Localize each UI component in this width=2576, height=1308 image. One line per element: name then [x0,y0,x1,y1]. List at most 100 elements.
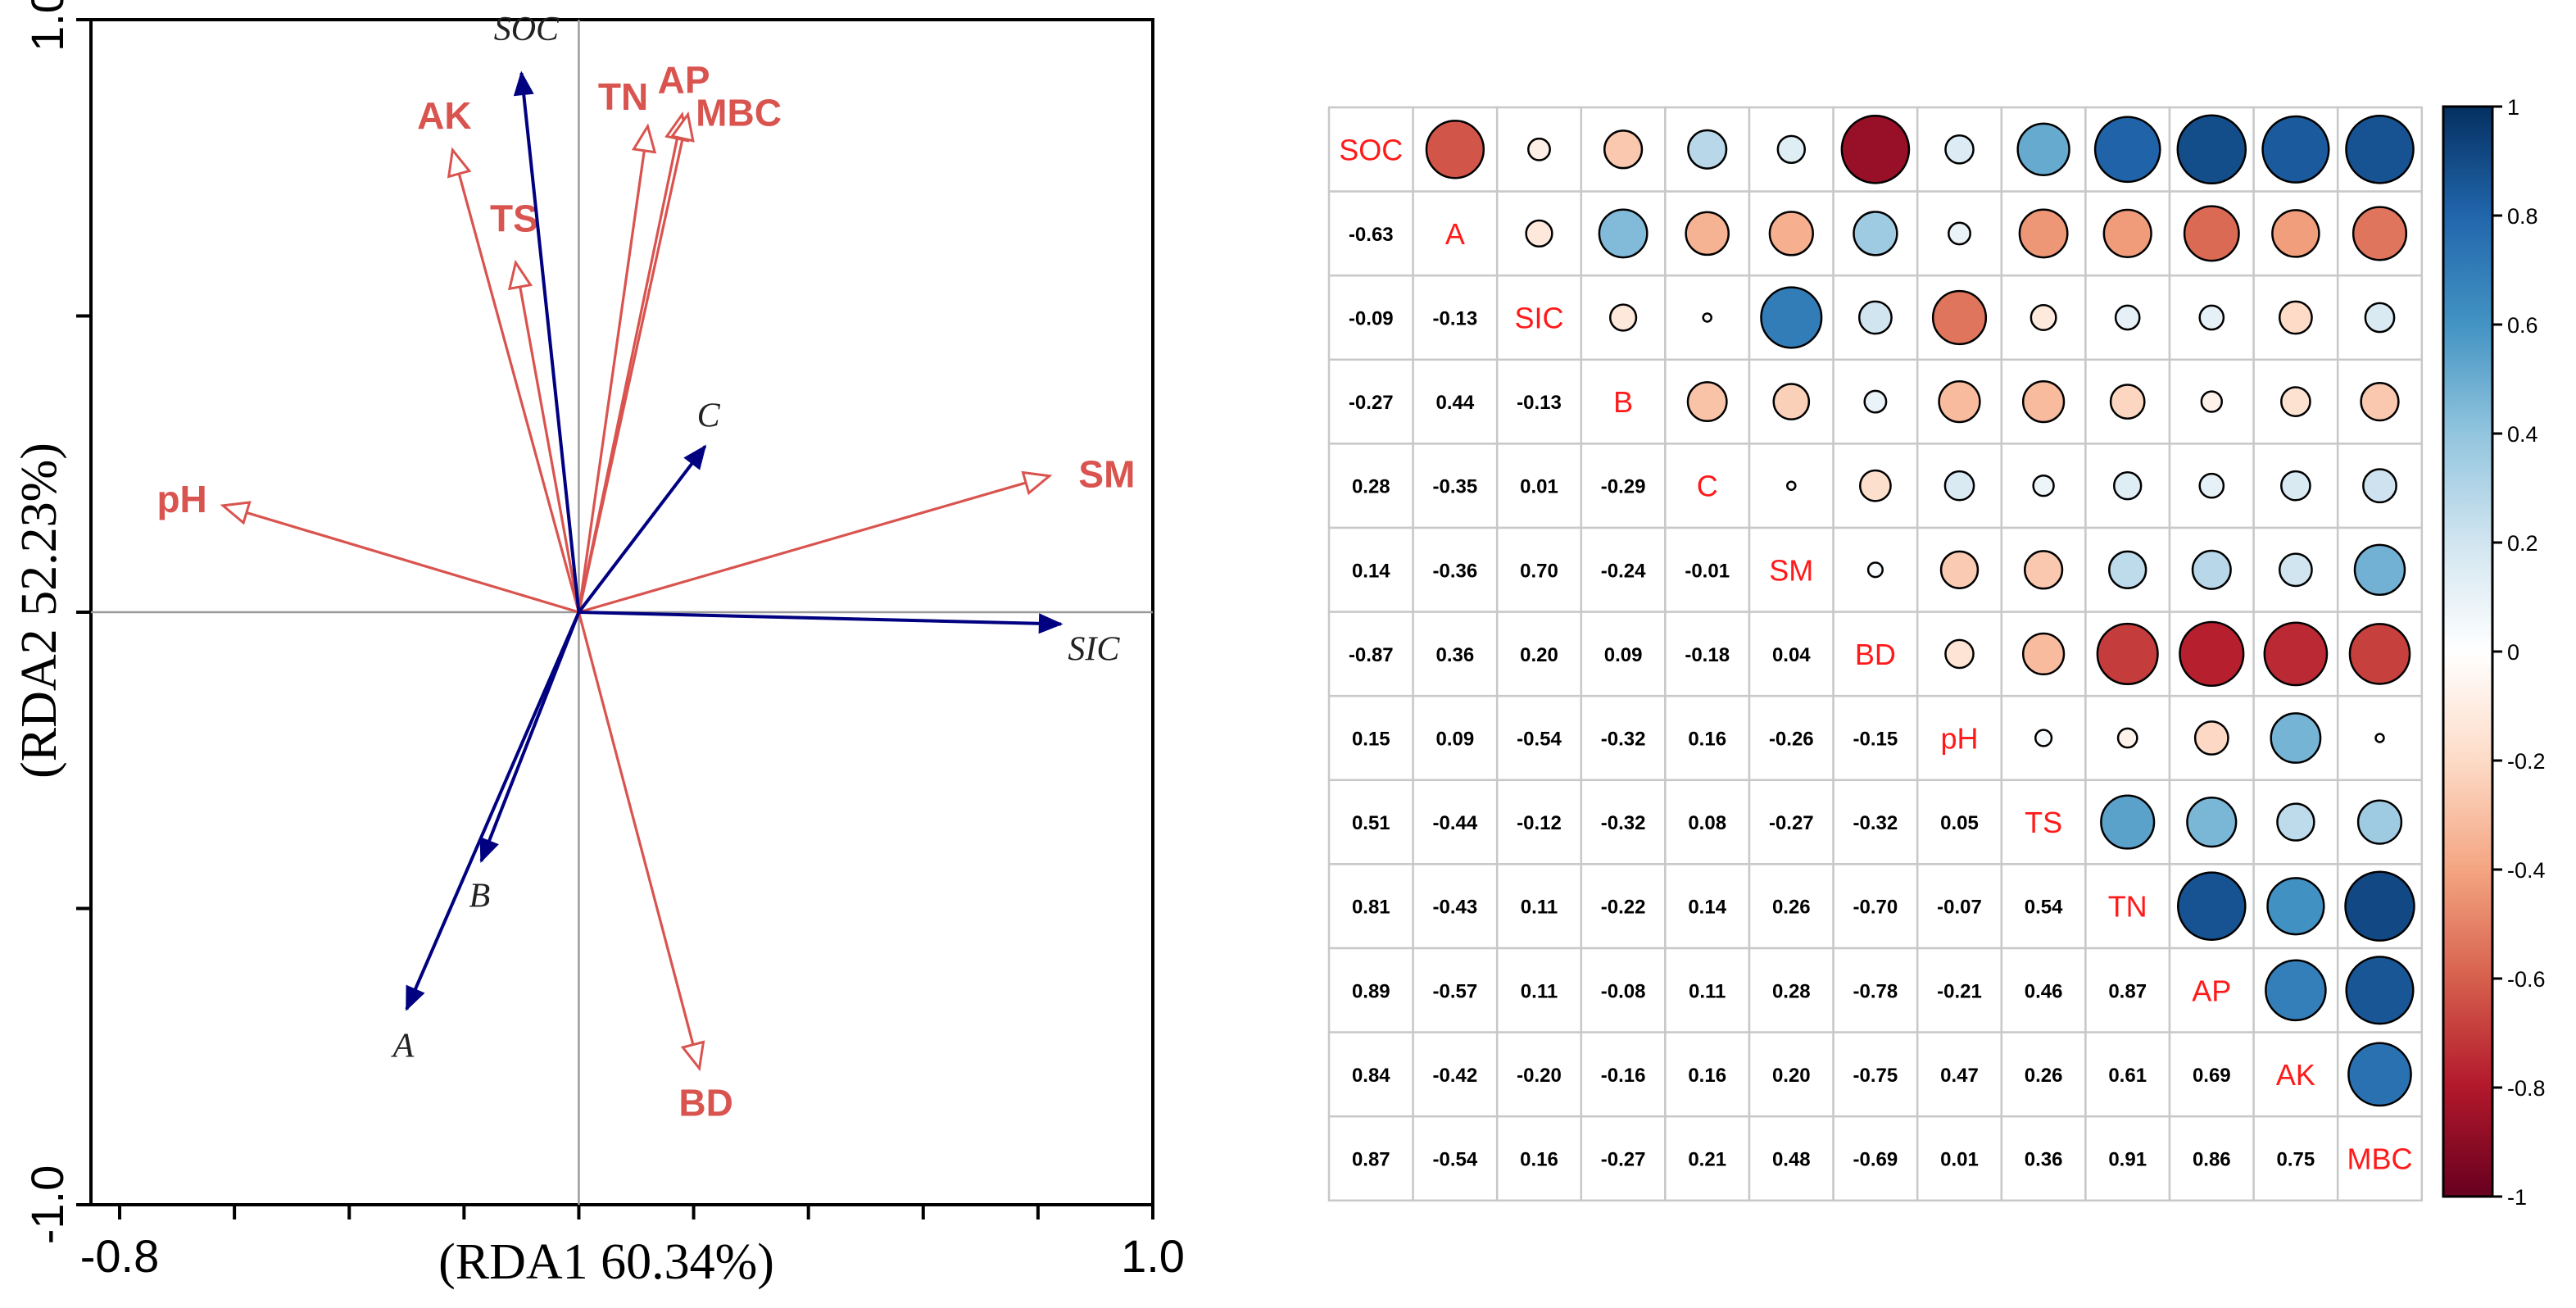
corr-coef-label: -0.57 [1433,980,1478,1002]
corr-cell [1916,443,2003,529]
corr-cell [2000,947,2087,1033]
corr-coef-label: 0.20 [1772,1065,1811,1087]
corr-coef-label: -0.43 [1433,897,1478,919]
corr-circle [1603,129,1644,170]
corr-cell [2000,863,2087,950]
corr-circle [2023,550,2064,590]
corr-circle [1857,300,1893,335]
corr-cell [1664,526,1751,613]
corr-cell [2168,106,2255,193]
corr-cell [1580,947,1667,1033]
corr-cell [2168,190,2255,277]
corr-circle [2018,208,2069,259]
corr-cell [1832,947,1919,1033]
corr-cell [2084,190,2171,277]
corr-diag-label-bd: BD [1855,638,1896,671]
colorbar-tick-label: 0 [2507,640,2519,665]
corr-circle [2093,116,2161,184]
corr-circle [2200,390,2223,413]
colorbar-gradient [2442,105,2494,1198]
env-label-ap: AP [658,59,710,102]
corr-coef-label: 0.87 [1352,1149,1390,1171]
corr-cell [1664,1115,1751,1202]
corr-circle [2186,797,2238,848]
corr-cell [1327,358,1414,445]
corr-cell [2168,947,2255,1033]
corr-coef-label: -0.29 [1601,476,1646,498]
corr-cell [1327,526,1414,613]
corr-coef-label: -0.22 [1601,897,1646,919]
resp-vector-soc [519,72,581,613]
env-vector-ts [514,262,581,613]
resp-arrowhead-a [406,984,425,1011]
corr-circle [2356,799,2403,845]
corr-cell [1748,274,1834,361]
corr-circle [2263,621,2329,687]
corr-cell [1832,779,1919,865]
corr-cell [1495,526,1583,613]
corr-coef-label: -0.44 [1433,812,1478,834]
corr-circle [1948,221,1971,246]
corr-cell [1580,358,1667,445]
corr-cell [2084,106,2171,193]
corr-coef-label: -0.27 [1349,392,1394,414]
corr-cell [1916,526,2003,613]
corr-coef-label: 0.16 [1688,1065,1726,1087]
corr-coef-label: 0.21 [1688,1149,1726,1171]
corr-circle [2278,300,2313,335]
corr-coef-label: -0.87 [1349,644,1394,666]
corr-coef-label: -0.21 [1937,980,1982,1002]
corr-cell [1916,190,2003,277]
corr-cell [1327,611,1414,697]
corr-cell [2336,190,2424,277]
resp-label-soc: SOC [494,11,560,48]
corr-cell [1916,358,2003,445]
corr-coef-label: 0.09 [1436,729,1475,751]
corr-cell [1495,1031,1583,1118]
corr-cell [2000,274,2087,361]
corr-cell [2252,694,2339,782]
corr-circle [1425,120,1485,179]
corr-cell [2336,694,2424,782]
corr-circle [2021,632,2066,676]
colorbar-tick-label: -1 [2507,1185,2527,1210]
resp-vector-a [405,611,581,1011]
corr-cell [1832,190,1919,277]
corr-coef-label: 0.28 [1352,476,1390,498]
env-label-sm: SM [1078,453,1135,496]
corr-coef-label: -0.09 [1349,308,1394,330]
corr-cell [1327,274,1414,361]
corr-circle [2112,470,2143,501]
env-vector-ak [451,149,581,613]
env-vector-ph [222,504,579,614]
corr-coef-label: -0.15 [1853,729,1898,751]
corr-cell [2084,1031,2171,1118]
corr-coef-label: -0.01 [1685,560,1730,582]
env-label-bd: BD [678,1082,732,1124]
corr-circle [2261,115,2330,184]
corr-coef-label: 0.51 [1352,812,1390,834]
corr-circle [2193,720,2229,756]
corr-cell [1412,274,1499,361]
corr-circle [2276,802,2315,842]
corr-cell [1832,1115,1919,1202]
corr-coef-label: 0.14 [1688,897,1726,919]
corr-cell [2252,779,2339,865]
colorbar-tick-label: -0.4 [2507,858,2546,883]
corr-circle [1944,134,1975,165]
corr-coef-label: -0.18 [1685,644,1730,666]
corr-cell [2084,526,2171,613]
env-arrowhead-ts [507,259,533,291]
colorbar-tick-label: 1 [2507,95,2519,120]
corr-cell [1664,863,1751,950]
corr-circle [2177,871,2247,941]
corr-diag-label-sic: SIC [1514,302,1563,335]
corr-cell [2336,1031,2424,1118]
corr-circle [2353,543,2406,597]
corr-cell [1327,1115,1414,1202]
corr-cell [2336,779,2424,865]
corr-coef-label: 0.87 [2108,980,2147,1002]
corr-cell [1832,1031,1919,1118]
colorbar-tick-label: 0.6 [2507,313,2538,338]
